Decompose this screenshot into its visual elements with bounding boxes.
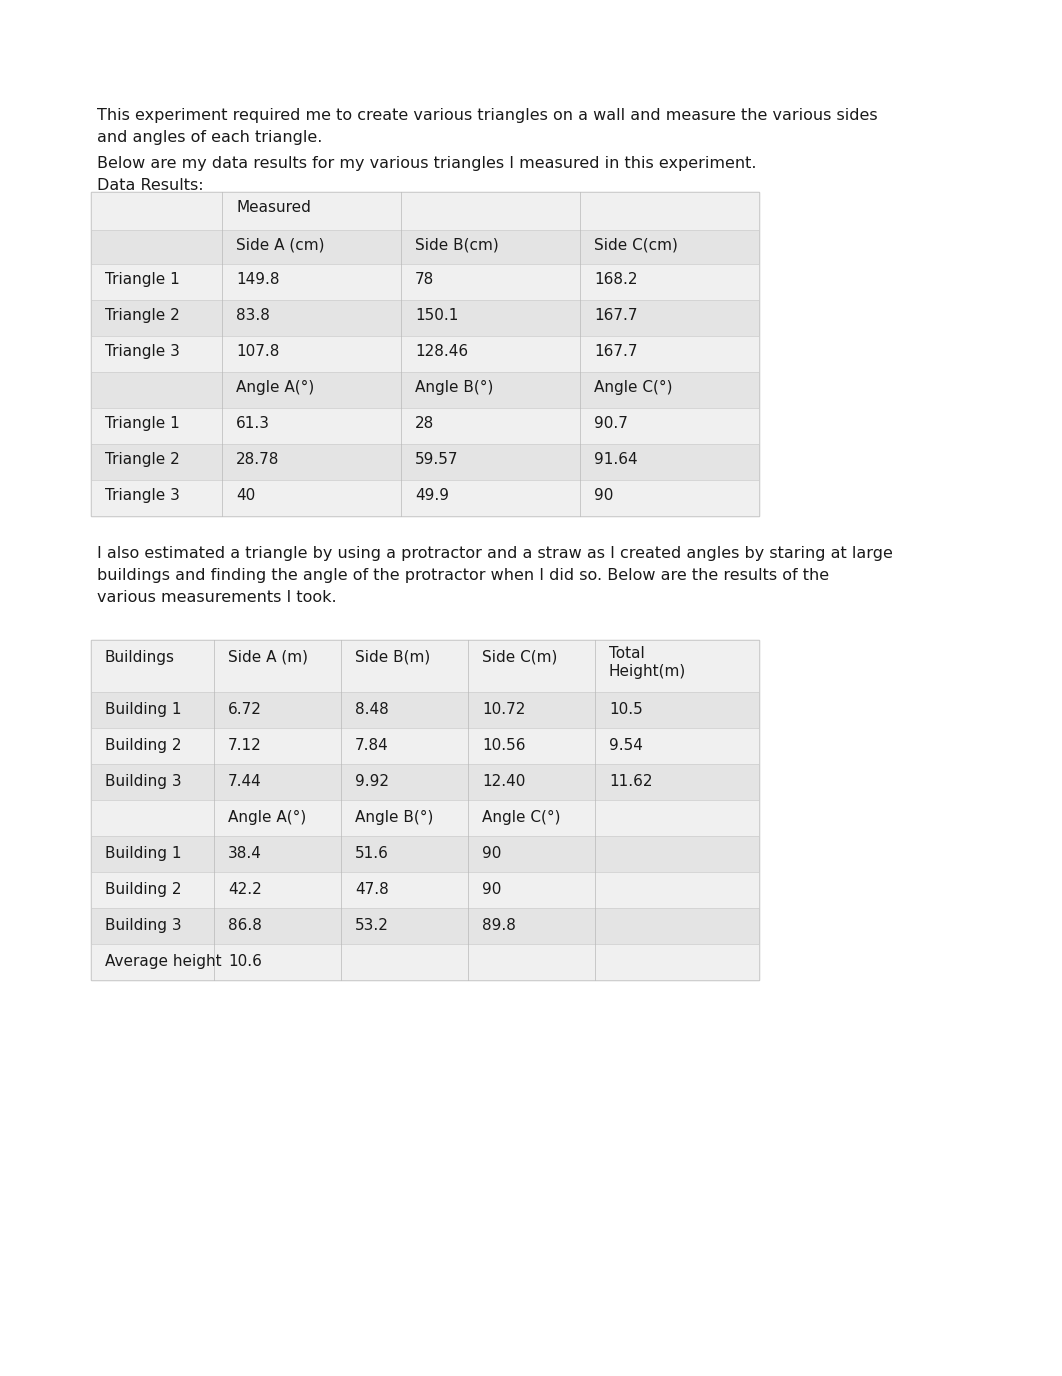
Text: 61.3: 61.3 — [236, 416, 270, 431]
FancyBboxPatch shape — [91, 264, 759, 300]
Text: 149.8: 149.8 — [236, 272, 279, 288]
Text: Side B(m): Side B(m) — [355, 649, 430, 665]
Text: Height(m): Height(m) — [609, 665, 686, 678]
Text: 8.48: 8.48 — [355, 702, 389, 717]
Text: Triangle 1: Triangle 1 — [105, 416, 179, 431]
Text: Building 2: Building 2 — [105, 882, 182, 897]
Text: 86.8: 86.8 — [228, 918, 262, 933]
Text: Side C(m): Side C(m) — [482, 649, 558, 665]
Text: Building 2: Building 2 — [105, 738, 182, 753]
Text: Angle C(°): Angle C(°) — [482, 810, 561, 826]
Text: Buildings: Buildings — [105, 649, 175, 665]
Text: Data Results:: Data Results: — [97, 178, 204, 193]
FancyBboxPatch shape — [91, 300, 759, 336]
Text: This experiment required me to create various triangles on a wall and measure th: This experiment required me to create va… — [97, 107, 877, 122]
FancyBboxPatch shape — [91, 872, 759, 908]
Text: 150.1: 150.1 — [415, 308, 459, 323]
Text: 12.40: 12.40 — [482, 773, 526, 788]
Text: 7.44: 7.44 — [228, 773, 261, 788]
Text: 168.2: 168.2 — [594, 272, 637, 288]
Text: 10.56: 10.56 — [482, 738, 526, 753]
FancyBboxPatch shape — [91, 640, 759, 980]
Text: 42.2: 42.2 — [228, 882, 261, 897]
Text: 91.64: 91.64 — [594, 451, 637, 466]
Text: Angle C(°): Angle C(°) — [594, 380, 672, 395]
FancyBboxPatch shape — [91, 764, 759, 799]
Text: Below are my data results for my various triangles I measured in this experiment: Below are my data results for my various… — [97, 155, 756, 171]
FancyBboxPatch shape — [91, 336, 759, 372]
Text: Side A (cm): Side A (cm) — [236, 238, 325, 253]
FancyBboxPatch shape — [91, 230, 759, 264]
FancyBboxPatch shape — [91, 728, 759, 764]
FancyBboxPatch shape — [91, 193, 759, 516]
Text: 9.92: 9.92 — [355, 773, 389, 788]
Text: 10.72: 10.72 — [482, 702, 526, 717]
Text: 10.6: 10.6 — [228, 954, 262, 969]
Text: 11.62: 11.62 — [609, 773, 652, 788]
Text: 83.8: 83.8 — [236, 308, 270, 323]
Text: 128.46: 128.46 — [415, 344, 468, 359]
Text: Building 3: Building 3 — [105, 773, 182, 788]
Text: 49.9: 49.9 — [415, 488, 449, 504]
Text: 167.7: 167.7 — [594, 344, 637, 359]
Text: 9.54: 9.54 — [609, 738, 643, 753]
Text: Building 1: Building 1 — [105, 846, 182, 861]
FancyBboxPatch shape — [91, 799, 759, 837]
Text: Triangle 2: Triangle 2 — [105, 451, 179, 466]
Text: 28: 28 — [415, 416, 434, 431]
FancyBboxPatch shape — [91, 409, 759, 444]
FancyBboxPatch shape — [91, 640, 759, 692]
Text: and angles of each triangle.: and angles of each triangle. — [97, 129, 323, 144]
Text: 167.7: 167.7 — [594, 308, 637, 323]
Text: various measurements I took.: various measurements I took. — [97, 590, 337, 605]
FancyBboxPatch shape — [91, 944, 759, 980]
Text: Angle B(°): Angle B(°) — [355, 810, 433, 826]
FancyBboxPatch shape — [91, 480, 759, 516]
Text: Building 3: Building 3 — [105, 918, 182, 933]
FancyBboxPatch shape — [91, 908, 759, 944]
Text: 47.8: 47.8 — [355, 882, 389, 897]
Text: Building 1: Building 1 — [105, 702, 182, 717]
Text: 90: 90 — [482, 882, 501, 897]
FancyBboxPatch shape — [91, 837, 759, 872]
Text: 90: 90 — [482, 846, 501, 861]
Text: Side B(cm): Side B(cm) — [415, 238, 499, 253]
Text: Angle A(°): Angle A(°) — [236, 380, 314, 395]
Text: 78: 78 — [415, 272, 434, 288]
Text: 10.5: 10.5 — [609, 702, 643, 717]
FancyBboxPatch shape — [91, 444, 759, 480]
FancyBboxPatch shape — [91, 372, 759, 409]
Text: 40: 40 — [236, 488, 255, 504]
Text: buildings and finding the angle of the protractor when I did so. Below are the r: buildings and finding the angle of the p… — [97, 568, 829, 583]
Text: Side A (m): Side A (m) — [228, 649, 308, 665]
Text: Measured: Measured — [236, 200, 311, 215]
FancyBboxPatch shape — [91, 692, 759, 728]
Text: 90: 90 — [594, 488, 614, 504]
Text: Angle A(°): Angle A(°) — [228, 810, 306, 826]
Text: 6.72: 6.72 — [228, 702, 262, 717]
Text: 59.57: 59.57 — [415, 451, 459, 466]
Text: Total: Total — [609, 645, 645, 660]
Text: Triangle 1: Triangle 1 — [105, 272, 179, 288]
Text: Average height: Average height — [105, 954, 222, 969]
Text: I also estimated a triangle by using a protractor and a straw as I created angle: I also estimated a triangle by using a p… — [97, 546, 893, 561]
Text: Triangle 3: Triangle 3 — [105, 488, 179, 504]
Text: 89.8: 89.8 — [482, 918, 516, 933]
Text: 51.6: 51.6 — [355, 846, 389, 861]
Text: Triangle 3: Triangle 3 — [105, 344, 179, 359]
Text: 28.78: 28.78 — [236, 451, 279, 466]
Text: 7.12: 7.12 — [228, 738, 261, 753]
Text: Side C(cm): Side C(cm) — [594, 238, 678, 253]
Text: 38.4: 38.4 — [228, 846, 262, 861]
Text: 107.8: 107.8 — [236, 344, 279, 359]
Text: 7.84: 7.84 — [355, 738, 389, 753]
Text: Angle B(°): Angle B(°) — [415, 380, 494, 395]
Text: 53.2: 53.2 — [355, 918, 389, 933]
Text: Triangle 2: Triangle 2 — [105, 308, 179, 323]
Text: 90.7: 90.7 — [594, 416, 628, 431]
FancyBboxPatch shape — [91, 193, 759, 230]
